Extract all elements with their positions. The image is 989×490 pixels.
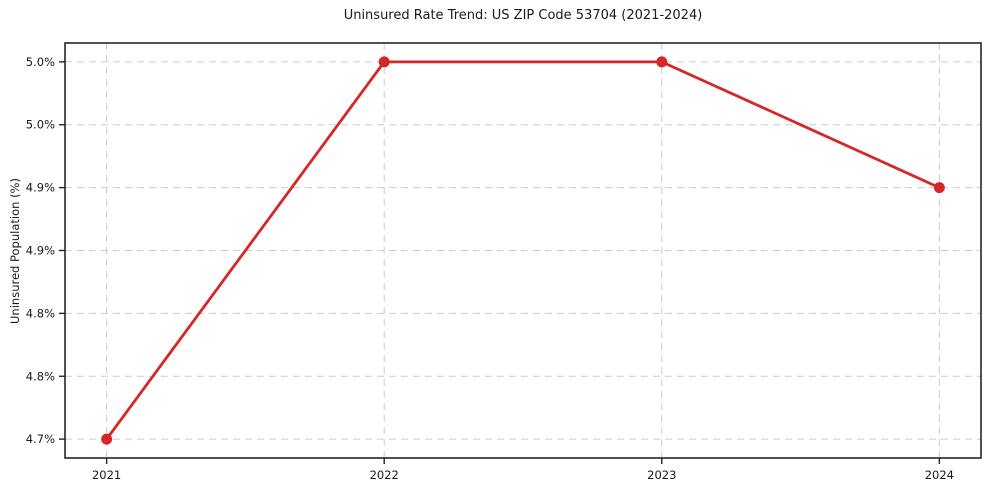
data-point-marker	[933, 182, 945, 194]
data-point-marker	[101, 433, 113, 445]
chart-title: Uninsured Rate Trend: US ZIP Code 53704 …	[343, 8, 703, 23]
x-tick-label: 2024	[925, 468, 954, 482]
data-point-marker	[656, 56, 668, 68]
x-tick-label: 2022	[370, 468, 399, 482]
y-tick-label: 5.0%	[26, 118, 55, 132]
x-tick-label: 2023	[647, 468, 676, 482]
data-point-marker	[378, 56, 390, 68]
y-tick-label: 4.8%	[26, 306, 55, 320]
y-tick-label: 4.9%	[26, 181, 55, 195]
y-tick-label: 5.0%	[26, 55, 55, 69]
y-tick-label: 4.9%	[26, 244, 55, 258]
trend-line	[105, 60, 941, 441]
y-tick-label: 4.8%	[26, 369, 55, 383]
y-tick-label: 4.7%	[26, 432, 55, 446]
x-tick-label: 2021	[92, 468, 121, 482]
